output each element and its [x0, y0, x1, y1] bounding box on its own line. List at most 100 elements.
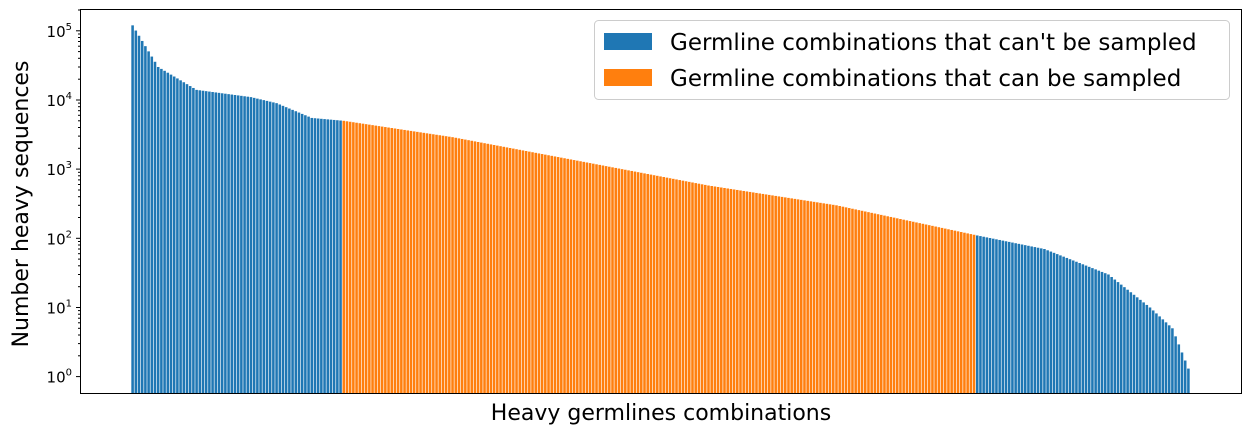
bar [742, 190, 745, 393]
bar [815, 202, 819, 393]
bar [985, 237, 989, 393]
bar [233, 94, 237, 394]
bar [368, 124, 371, 394]
bar [1062, 256, 1065, 393]
bar [940, 227, 944, 393]
bar [793, 198, 797, 393]
bar [422, 132, 426, 393]
bar [620, 169, 624, 393]
bar [505, 147, 509, 393]
bar [1155, 313, 1158, 393]
bar [259, 99, 262, 393]
bar [457, 138, 461, 393]
bar [483, 143, 486, 393]
y-axis-title: Number heavy sequences [9, 61, 34, 348]
bar [144, 46, 147, 393]
bar [982, 236, 985, 393]
bar [1004, 241, 1008, 393]
bar [460, 138, 464, 393]
bar [809, 201, 813, 393]
bar [140, 40, 144, 394]
bar [640, 172, 643, 393]
bar [774, 195, 777, 393]
bar [1110, 277, 1113, 393]
bar [300, 113, 304, 393]
bar [975, 235, 979, 393]
bar [156, 66, 160, 393]
bar [755, 192, 758, 393]
bar [435, 134, 438, 393]
bar [723, 187, 726, 393]
bar [595, 164, 598, 393]
bar [579, 161, 582, 393]
bar [473, 141, 477, 393]
bar [716, 186, 720, 393]
bar [252, 97, 256, 394]
bar [304, 115, 307, 393]
bar [464, 139, 467, 393]
bar [790, 198, 793, 393]
bar [502, 146, 506, 393]
bar [316, 118, 320, 393]
bar [1148, 307, 1152, 393]
bar [524, 151, 528, 393]
bar [556, 157, 560, 393]
bar [860, 210, 864, 393]
bar [1145, 304, 1149, 393]
bar [336, 120, 339, 393]
bar [569, 159, 573, 393]
bar [403, 129, 406, 393]
bar [192, 87, 195, 393]
bar [217, 92, 221, 394]
bar [425, 133, 429, 393]
bar [134, 30, 138, 394]
bar [1043, 249, 1046, 393]
bar [521, 150, 525, 393]
bar [851, 208, 854, 393]
bar [921, 223, 925, 393]
bar [1071, 260, 1075, 393]
bar [198, 90, 202, 394]
bar [1011, 242, 1014, 393]
bar [172, 76, 176, 394]
bar [732, 189, 736, 393]
bar [924, 224, 928, 393]
bar [624, 169, 627, 393]
bar [291, 109, 294, 394]
bar [1164, 322, 1168, 393]
bar [1023, 245, 1027, 393]
bar [544, 154, 547, 393]
bar [540, 154, 544, 393]
bar [649, 174, 653, 393]
bar [1142, 302, 1145, 393]
bar [876, 214, 880, 393]
bar [886, 216, 889, 393]
legend-swatch-cant-sample [604, 33, 652, 50]
bar [688, 181, 691, 393]
bar [486, 143, 490, 393]
bar [1001, 240, 1005, 393]
bar [489, 144, 493, 393]
bar [352, 122, 355, 393]
bar [553, 156, 557, 393]
bar [528, 151, 531, 393]
bar [726, 188, 729, 393]
bar [1030, 246, 1033, 393]
bar [707, 185, 710, 393]
bar [889, 216, 893, 393]
bar [1065, 257, 1069, 393]
bar [262, 100, 266, 393]
bar [131, 25, 134, 394]
bar [339, 120, 342, 394]
bar [713, 186, 717, 393]
bar [758, 193, 761, 393]
bar [195, 89, 198, 393]
bar [214, 92, 218, 394]
bar [348, 121, 352, 394]
bar [345, 121, 349, 393]
bar [991, 238, 995, 393]
bar [748, 191, 752, 393]
x-axis-title: Heavy germlines combinations [491, 401, 831, 426]
bar [636, 172, 640, 393]
bar [950, 229, 953, 393]
